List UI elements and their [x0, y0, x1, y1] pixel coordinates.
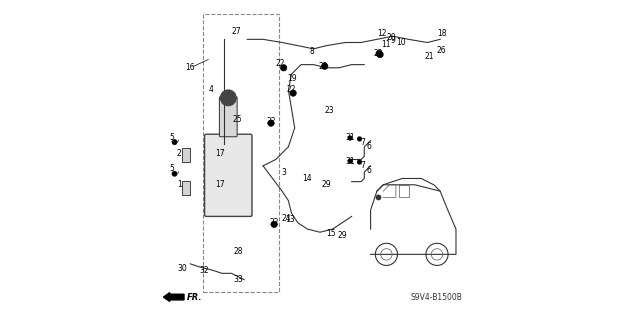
- Text: 20: 20: [387, 33, 396, 42]
- Text: 6: 6: [367, 166, 371, 175]
- Circle shape: [290, 90, 296, 96]
- Circle shape: [348, 159, 352, 163]
- Text: 3: 3: [281, 168, 286, 177]
- Text: 22: 22: [269, 218, 279, 227]
- Text: 22: 22: [374, 49, 383, 58]
- Text: 12: 12: [377, 28, 387, 38]
- Circle shape: [357, 160, 362, 164]
- FancyBboxPatch shape: [220, 97, 237, 137]
- Text: 18: 18: [437, 28, 447, 38]
- Text: 1: 1: [177, 180, 182, 189]
- Text: 7: 7: [360, 137, 365, 147]
- Text: 25: 25: [233, 115, 243, 124]
- Text: S9V4-B1500B: S9V4-B1500B: [410, 293, 462, 302]
- FancyBboxPatch shape: [205, 134, 252, 216]
- Text: 22: 22: [266, 117, 276, 126]
- Circle shape: [357, 137, 362, 141]
- Text: 10: 10: [396, 38, 406, 47]
- Text: 17: 17: [216, 149, 225, 158]
- Text: 11: 11: [381, 40, 391, 48]
- Text: FR.: FR.: [187, 293, 203, 301]
- Circle shape: [280, 65, 287, 71]
- Text: 21: 21: [424, 52, 434, 61]
- Text: 4: 4: [209, 85, 213, 94]
- Text: 31: 31: [345, 157, 355, 166]
- Text: 2: 2: [177, 149, 182, 158]
- Text: 32: 32: [200, 266, 209, 275]
- Text: 24: 24: [282, 213, 292, 222]
- Text: 27: 27: [232, 27, 241, 36]
- Circle shape: [348, 136, 352, 140]
- Text: 9: 9: [390, 36, 395, 45]
- Circle shape: [268, 120, 274, 126]
- Circle shape: [321, 63, 328, 69]
- Circle shape: [172, 140, 177, 145]
- Text: 33: 33: [233, 275, 243, 284]
- Text: 15: 15: [326, 229, 336, 238]
- Text: 26: 26: [437, 46, 447, 55]
- Bar: [182, 148, 189, 162]
- Text: 29: 29: [321, 180, 331, 189]
- Text: 6: 6: [367, 142, 371, 151]
- Text: 5: 5: [170, 133, 175, 142]
- Text: 19: 19: [287, 74, 296, 83]
- Circle shape: [376, 50, 382, 57]
- Text: 13: 13: [285, 215, 295, 224]
- Circle shape: [172, 171, 177, 176]
- Bar: [203, 14, 279, 292]
- Bar: [182, 181, 189, 195]
- Circle shape: [376, 195, 381, 200]
- Text: 17: 17: [216, 180, 225, 189]
- Text: 7: 7: [360, 161, 365, 170]
- Circle shape: [220, 90, 236, 106]
- Text: 14: 14: [303, 174, 312, 183]
- FancyArrow shape: [163, 293, 184, 301]
- Text: 31: 31: [345, 133, 355, 142]
- Text: 16: 16: [186, 63, 195, 72]
- Circle shape: [377, 51, 383, 58]
- Circle shape: [271, 221, 277, 227]
- Text: 22: 22: [287, 85, 296, 94]
- Text: 22: 22: [276, 59, 285, 68]
- Text: 28: 28: [233, 247, 243, 256]
- Text: 8: 8: [310, 48, 314, 56]
- Text: 30: 30: [177, 264, 188, 273]
- Text: 29: 29: [337, 231, 347, 240]
- Text: 23: 23: [324, 106, 334, 115]
- Text: 22: 22: [319, 62, 328, 71]
- Text: 5: 5: [170, 165, 175, 174]
